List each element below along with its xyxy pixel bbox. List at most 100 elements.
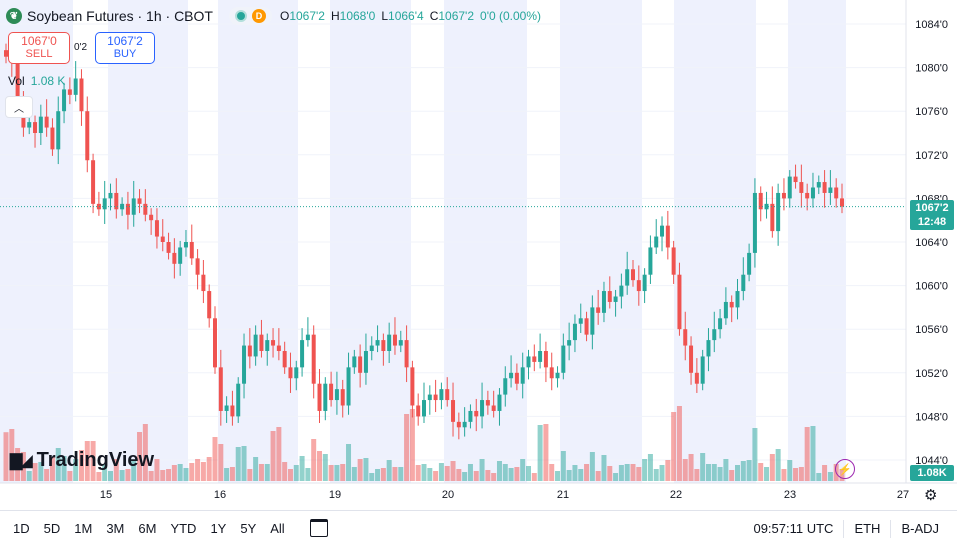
candle bbox=[317, 368, 322, 423]
candle bbox=[422, 382, 426, 423]
candle bbox=[427, 385, 432, 415]
candle bbox=[718, 309, 723, 339]
range-1m[interactable]: 1M bbox=[74, 520, 93, 536]
volume-bar bbox=[810, 426, 816, 481]
candle bbox=[44, 99, 49, 137]
candle-body bbox=[799, 182, 804, 193]
sell-button[interactable]: 1067'0 SELL bbox=[8, 32, 70, 64]
volume-bar bbox=[317, 451, 322, 481]
candle-body bbox=[276, 345, 281, 351]
candle-body bbox=[636, 280, 641, 292]
candle-body bbox=[33, 122, 38, 133]
range-all[interactable]: All bbox=[270, 520, 285, 536]
candle-body bbox=[253, 334, 258, 357]
candle bbox=[131, 180, 136, 227]
x-tick-label: 16 bbox=[214, 489, 226, 501]
sell-price: 1067'0 bbox=[21, 34, 57, 48]
volume-bar bbox=[334, 465, 340, 481]
candle bbox=[265, 333, 270, 366]
range-1d[interactable]: 1D bbox=[13, 520, 30, 536]
candle-body bbox=[776, 192, 781, 232]
candle bbox=[584, 311, 589, 342]
candle-body bbox=[44, 116, 49, 128]
candle-body bbox=[369, 345, 374, 351]
calendar-icon[interactable] bbox=[309, 519, 328, 537]
candle bbox=[503, 366, 508, 407]
range-1y[interactable]: 1Y bbox=[210, 520, 227, 536]
volume-bar bbox=[96, 472, 102, 481]
status-pill[interactable]: D bbox=[228, 7, 272, 25]
candle-body bbox=[392, 334, 397, 346]
tv-logo-icon: ▇◢ bbox=[10, 452, 33, 470]
candle-body bbox=[323, 383, 328, 411]
candle bbox=[236, 377, 241, 423]
range-3m[interactable]: 3M bbox=[106, 520, 125, 536]
candle-body bbox=[4, 50, 8, 57]
buy-button[interactable]: 1067'2 BUY bbox=[95, 32, 155, 64]
volume-bar bbox=[160, 470, 166, 481]
gear-icon[interactable]: ⚙ bbox=[924, 487, 938, 504]
candle-body bbox=[625, 269, 630, 286]
candle bbox=[67, 77, 72, 105]
candle bbox=[271, 328, 276, 358]
volume-bar bbox=[653, 469, 659, 481]
candle bbox=[567, 322, 572, 361]
price-chart[interactable]: 1084'0 1080'0 1076'0 1072'0 1068'0 1064'0 1060… bbox=[0, 0, 957, 510]
candle-body bbox=[247, 345, 252, 357]
candle-body bbox=[787, 176, 792, 199]
candle bbox=[497, 388, 502, 426]
candle bbox=[125, 191, 130, 230]
close-value: 1067'2 bbox=[438, 9, 475, 23]
volume-bar bbox=[287, 469, 293, 481]
candle bbox=[114, 178, 119, 219]
candle bbox=[73, 61, 78, 102]
candle bbox=[462, 407, 467, 437]
tradingview-logo[interactable]: ▇◢ TradingView bbox=[10, 449, 154, 472]
range-5d[interactable]: 5D bbox=[43, 520, 61, 536]
adjustment-toggle[interactable]: B-ADJ bbox=[901, 521, 939, 536]
candle-body bbox=[816, 182, 821, 188]
candle-body bbox=[137, 198, 142, 204]
candle bbox=[253, 325, 258, 366]
candle-body bbox=[747, 252, 752, 275]
volume-bar bbox=[357, 459, 363, 481]
range-5y[interactable]: 5Y bbox=[240, 520, 257, 536]
candle-body bbox=[207, 291, 212, 319]
volume-bar bbox=[793, 468, 799, 481]
candle-body bbox=[793, 176, 798, 183]
candle bbox=[776, 183, 781, 246]
symbol-title[interactable]: Soybean Futures · 1h · CBOT bbox=[27, 8, 213, 24]
volume-bar bbox=[624, 464, 630, 481]
session-toggle[interactable]: ETH bbox=[854, 521, 881, 536]
volume-bar bbox=[421, 464, 427, 481]
x-tick-label: 27 bbox=[897, 489, 909, 501]
candle bbox=[85, 96, 90, 173]
candle bbox=[230, 390, 235, 426]
volume-bar bbox=[659, 465, 665, 481]
candle-body bbox=[758, 192, 763, 210]
candle bbox=[4, 43, 8, 64]
volume-bar bbox=[735, 465, 740, 481]
collapse-legend-button[interactable]: ︿ bbox=[5, 96, 33, 118]
volume-value: 1.08 K bbox=[30, 74, 66, 88]
range-6m[interactable]: 6M bbox=[138, 520, 157, 536]
volume-bar bbox=[601, 455, 607, 481]
candle-body bbox=[561, 345, 566, 373]
utc-clock[interactable]: 09:57:11 UTC bbox=[753, 521, 834, 536]
volume-bar bbox=[520, 459, 526, 481]
volume-bar bbox=[746, 460, 752, 481]
y-tick-label: 1084'0 bbox=[915, 19, 948, 31]
volume-bar bbox=[44, 469, 50, 481]
volume-bar bbox=[607, 466, 613, 481]
volume-bar bbox=[409, 409, 415, 481]
candle bbox=[648, 235, 653, 284]
volume-bar bbox=[166, 469, 172, 481]
flash-icon[interactable]: ⚡ bbox=[835, 459, 855, 479]
candle-body bbox=[474, 410, 479, 417]
range-ytd[interactable]: YTD bbox=[170, 520, 197, 536]
candle bbox=[834, 178, 839, 208]
candle-body bbox=[404, 340, 409, 368]
candle-body bbox=[271, 340, 276, 346]
candle-body bbox=[706, 340, 711, 357]
candle-body bbox=[218, 367, 223, 411]
